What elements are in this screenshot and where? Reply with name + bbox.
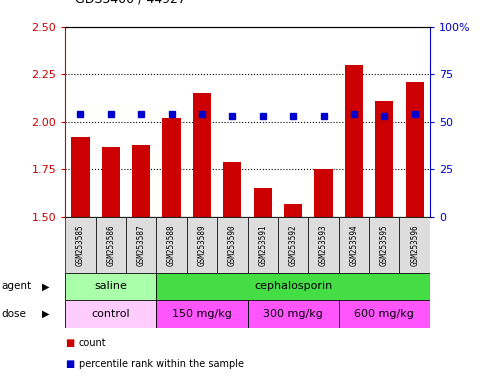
Bar (314, 169, 333, 384)
Text: dose: dose (1, 309, 26, 319)
Text: agent: agent (1, 281, 31, 291)
Text: GSM253592: GSM253592 (289, 224, 298, 266)
Bar (156, 217, 187, 273)
Text: 150 mg/kg: 150 mg/kg (172, 309, 232, 319)
Bar (162, 118, 181, 384)
Bar (248, 300, 339, 328)
Bar (132, 145, 150, 384)
Bar (278, 217, 308, 273)
Bar (126, 217, 156, 273)
Bar (187, 217, 217, 273)
Text: GSM253589: GSM253589 (198, 224, 206, 266)
Bar (339, 300, 430, 328)
Text: ■: ■ (65, 359, 74, 369)
Text: control: control (91, 309, 130, 319)
Text: 600 mg/kg: 600 mg/kg (355, 309, 414, 319)
Text: GSM253594: GSM253594 (349, 224, 358, 266)
Text: ▶: ▶ (42, 309, 50, 319)
Text: GSM253590: GSM253590 (228, 224, 237, 266)
Text: GSM253591: GSM253591 (258, 224, 267, 266)
Bar (375, 101, 394, 384)
Text: GDS3400 / 44927: GDS3400 / 44927 (75, 0, 186, 6)
Bar (248, 217, 278, 273)
Bar (96, 217, 126, 273)
Text: GSM253586: GSM253586 (106, 224, 115, 266)
Bar (71, 137, 89, 384)
Text: percentile rank within the sample: percentile rank within the sample (79, 359, 244, 369)
Bar (102, 147, 120, 384)
Bar (369, 217, 399, 273)
Text: GSM253595: GSM253595 (380, 224, 389, 266)
Text: GSM253587: GSM253587 (137, 224, 146, 266)
Bar (193, 93, 211, 384)
Bar (156, 273, 430, 300)
Text: GSM253585: GSM253585 (76, 224, 85, 266)
Bar (339, 217, 369, 273)
Bar (254, 189, 272, 384)
Bar (284, 204, 302, 384)
Text: 300 mg/kg: 300 mg/kg (263, 309, 323, 319)
Bar (399, 217, 430, 273)
Text: saline: saline (94, 281, 127, 291)
Bar (65, 300, 156, 328)
Text: ▶: ▶ (42, 281, 50, 291)
Bar (65, 273, 156, 300)
Bar (406, 82, 424, 384)
Text: GSM253588: GSM253588 (167, 224, 176, 266)
Bar (156, 300, 248, 328)
Bar (308, 217, 339, 273)
Text: GSM253596: GSM253596 (410, 224, 419, 266)
Bar (345, 65, 363, 384)
Bar (223, 162, 242, 384)
Text: ■: ■ (65, 338, 74, 348)
Text: GSM253593: GSM253593 (319, 224, 328, 266)
Text: cephalosporin: cephalosporin (254, 281, 332, 291)
Bar (217, 217, 248, 273)
Bar (65, 217, 96, 273)
Text: count: count (79, 338, 106, 348)
